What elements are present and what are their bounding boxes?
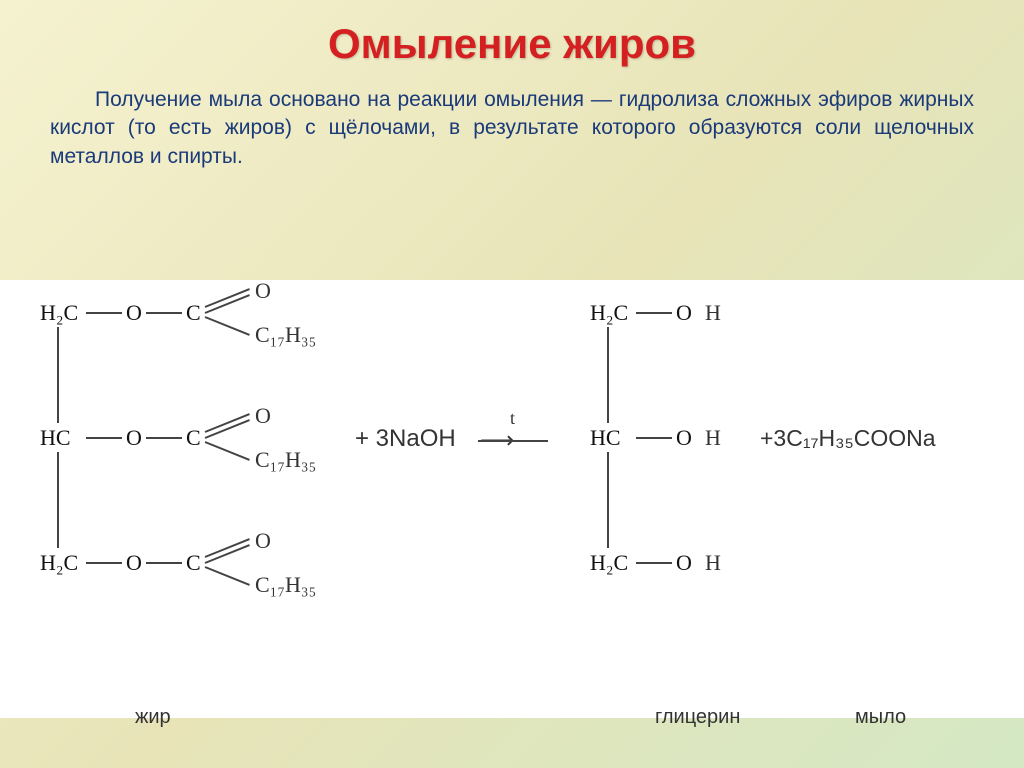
fat-cc1: C [186,300,201,326]
fat-tail2: C₁₇H₃₅ [255,447,316,473]
fat-c1: H₂C [40,300,78,326]
backbone-bond [57,452,59,548]
condition-t: t [510,408,515,429]
gly-h2: H [705,425,721,451]
gly-c3: H₂C [590,550,628,576]
bond [636,312,672,314]
backbone-bond [57,327,59,423]
fat-o3: O [126,550,142,576]
fat-tail1: C₁₇H₃₅ [255,322,316,348]
bond [86,562,122,564]
page-title: Омыление жиров [0,0,1024,68]
label-soap: мыло [855,706,906,729]
fat-c3: H₂C [40,550,78,576]
bond [86,312,122,314]
fat-doubleo2: O [255,403,271,429]
bond [636,437,672,439]
backbone-bond [607,327,609,423]
fat-cc2: C [186,425,201,451]
gly-o3: O [676,550,692,576]
label-fat: жир [135,706,171,729]
fat-c2: HC [40,425,71,451]
bond [636,562,672,564]
fat-doubleo1: O [255,278,271,304]
sbond [205,566,250,586]
bond [86,437,122,439]
reagent-naoh: + 3NaOH [355,425,456,453]
fat-o1: O [126,300,142,326]
gly-h3: H [705,550,721,576]
backbone-bond [607,452,609,548]
fat-o2: O [126,425,142,451]
product-soap: +3C₁₇H₃₅COONa [760,425,936,452]
reaction-diagram: H₂C O C O C₁₇H₃₅ HC O C O C₁₇H₃₅ H₂C O C… [0,280,1024,718]
description-text: Получение мыла основано на реакции омыле… [0,68,1024,183]
sbond [205,441,250,461]
gly-c1: H₂C [590,300,628,326]
bond [146,312,182,314]
gly-o2: O [676,425,692,451]
gly-h1: H [705,300,721,326]
fat-cc3: C [186,550,201,576]
label-glycerol: глицерин [655,706,740,729]
gly-c2: HC [590,425,621,451]
arrow-line [478,440,548,442]
bond [146,562,182,564]
gly-o1: O [676,300,692,326]
fat-tail3: C₁₇H₃₅ [255,572,316,598]
sbond [205,316,250,336]
bond [146,437,182,439]
fat-doubleo3: O [255,528,271,554]
